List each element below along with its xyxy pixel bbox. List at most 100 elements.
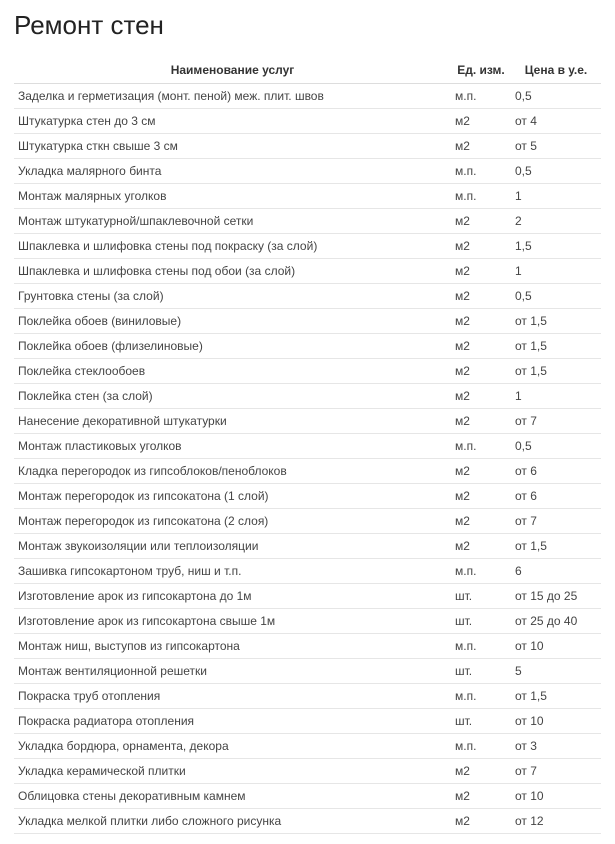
cell-price: 0,5 [511,84,601,109]
table-row: Покраска радиатора отопленияшт.от 10 [14,709,601,734]
cell-name: Шпаклевка и шлифовка стены под обои (за … [14,259,451,284]
cell-price: 1,5 [511,234,601,259]
cell-name: Поклейка обоев (флизелиновые) [14,334,451,359]
cell-name: Поклейка стеклообоев [14,359,451,384]
cell-name: Облицовка стены декоративным камнем [14,784,451,809]
cell-unit: м.п. [451,559,511,584]
cell-unit: шт. [451,709,511,734]
cell-price: от 1,5 [511,534,601,559]
cell-unit: м2 [451,509,511,534]
cell-price: от 1,5 [511,359,601,384]
cell-unit: м.п. [451,159,511,184]
table-row: Монтаж перегородок из гипсокатона (2 сло… [14,509,601,534]
cell-price: 1 [511,184,601,209]
cell-price: от 4 [511,109,601,134]
cell-name: Штукатурка стен до 3 см [14,109,451,134]
cell-name: Изготовление арок из гипсокартона свыше … [14,609,451,634]
cell-name: Монтаж вентиляционной решетки [14,659,451,684]
table-row: Изготовление арок из гипсокартона до 1мш… [14,584,601,609]
cell-price: от 7 [511,759,601,784]
cell-price: 2 [511,209,601,234]
table-row: Кладка перегородок из гипсоблоков/пенобл… [14,459,601,484]
price-table: Наименование услуг Ед. изм. Цена в у.е. … [14,57,601,834]
table-row: Грунтовка стены (за слой)м20,5 [14,284,601,309]
cell-name: Кладка перегородок из гипсоблоков/пенобл… [14,459,451,484]
table-row: Поклейка обоев (флизелиновые)м2от 1,5 [14,334,601,359]
cell-price: от 12 [511,809,601,834]
cell-name: Покраска радиатора отопления [14,709,451,734]
cell-name: Покраска труб отопления [14,684,451,709]
table-row: Штукатурка сткн свыше 3 смм2от 5 [14,134,601,159]
cell-price: 0,5 [511,159,601,184]
table-row: Зашивка гипсокартоном труб, ниш и т.п.м.… [14,559,601,584]
cell-name: Укладка бордюра, орнамента, декора [14,734,451,759]
cell-price: от 10 [511,634,601,659]
table-row: Монтаж звукоизоляции или теплоизоляциим2… [14,534,601,559]
cell-unit: м2 [451,459,511,484]
table-body: Заделка и герметизация (монт. пеной) меж… [14,84,601,834]
cell-unit: м2 [451,284,511,309]
cell-unit: м.п. [451,84,511,109]
table-row: Нанесение декоративной штукатурким2от 7 [14,409,601,434]
cell-name: Шпаклевка и шлифовка стены под покраску … [14,234,451,259]
cell-unit: м2 [451,359,511,384]
cell-unit: м.п. [451,434,511,459]
cell-name: Монтаж штукатурной/шпаклевочной сетки [14,209,451,234]
cell-price: от 6 [511,459,601,484]
cell-unit: м2 [451,259,511,284]
cell-unit: м2 [451,134,511,159]
cell-price: от 7 [511,409,601,434]
cell-price: от 3 [511,734,601,759]
table-row: Укладка малярного бинтам.п.0,5 [14,159,601,184]
cell-unit: м.п. [451,634,511,659]
cell-unit: м2 [451,309,511,334]
table-row: Поклейка стеклообоевм2от 1,5 [14,359,601,384]
cell-unit: м.п. [451,684,511,709]
cell-price: от 5 [511,134,601,159]
cell-unit: м2 [451,784,511,809]
cell-price: от 1,5 [511,309,601,334]
cell-name: Изготовление арок из гипсокартона до 1м [14,584,451,609]
cell-name: Зашивка гипсокартоном труб, ниш и т.п. [14,559,451,584]
cell-name: Монтаж перегородок из гипсокатона (2 сло… [14,509,451,534]
cell-name: Поклейка стен (за слой) [14,384,451,409]
cell-unit: м2 [451,234,511,259]
cell-unit: м2 [451,409,511,434]
table-row: Монтаж малярных уголковм.п.1 [14,184,601,209]
table-row: Покраска труб отоплениям.п.от 1,5 [14,684,601,709]
cell-price: 0,5 [511,434,601,459]
table-row: Монтаж перегородок из гипсокатона (1 сло… [14,484,601,509]
cell-name: Монтаж перегородок из гипсокатона (1 сло… [14,484,451,509]
table-row: Монтаж штукатурной/шпаклевочной сетким22 [14,209,601,234]
cell-name: Заделка и герметизация (монт. пеной) меж… [14,84,451,109]
cell-name: Укладка мелкой плитки либо сложного рису… [14,809,451,834]
cell-unit: м2 [451,384,511,409]
cell-price: от 10 [511,784,601,809]
table-row: Укладка мелкой плитки либо сложного рису… [14,809,601,834]
cell-unit: м2 [451,334,511,359]
cell-name: Монтаж ниш, выступов из гипсокартона [14,634,451,659]
table-row: Облицовка стены декоративным камнемм2от … [14,784,601,809]
page-title: Ремонт стен [14,10,601,41]
cell-unit: м2 [451,809,511,834]
cell-unit: шт. [451,584,511,609]
cell-name: Грунтовка стены (за слой) [14,284,451,309]
table-row: Монтаж пластиковых уголковм.п.0,5 [14,434,601,459]
table-row: Изготовление арок из гипсокартона свыше … [14,609,601,634]
cell-price: от 10 [511,709,601,734]
table-row: Монтаж ниш, выступов из гипсокартонам.п.… [14,634,601,659]
table-row: Шпаклевка и шлифовка стены под обои (за … [14,259,601,284]
table-row: Монтаж вентиляционной решеткишт.5 [14,659,601,684]
cell-price: от 1,5 [511,684,601,709]
col-header-price: Цена в у.е. [511,57,601,84]
cell-unit: м.п. [451,184,511,209]
cell-unit: м2 [451,209,511,234]
cell-price: от 7 [511,509,601,534]
cell-price: от 25 до 40 [511,609,601,634]
cell-name: Штукатурка сткн свыше 3 см [14,134,451,159]
table-header-row: Наименование услуг Ед. изм. Цена в у.е. [14,57,601,84]
cell-price: от 15 до 25 [511,584,601,609]
cell-price: 5 [511,659,601,684]
col-header-name: Наименование услуг [14,57,451,84]
cell-name: Укладка малярного бинта [14,159,451,184]
